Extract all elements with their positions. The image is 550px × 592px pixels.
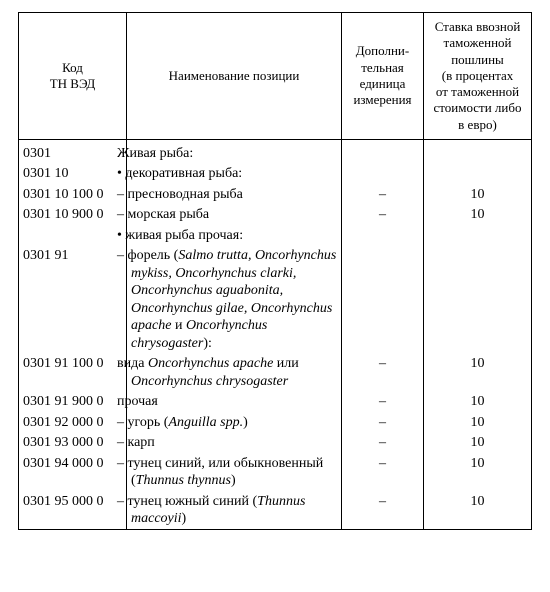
cell-code: 0301 10 900 0	[19, 204, 127, 225]
table-row: 0301 92 000 0– угорь (Anguilla spp.)–10	[19, 412, 532, 433]
cell-rate: 10	[424, 353, 532, 391]
cell-unit	[342, 245, 424, 353]
cell-unit: –	[342, 453, 424, 491]
table-row: 0301 93 000 0– карп–10	[19, 432, 532, 453]
cell-unit: –	[342, 412, 424, 433]
cell-name: • декоративная рыба:	[127, 163, 342, 184]
table-row: 0301 10 900 0– морская рыба–10	[19, 204, 532, 225]
table-row: 0301 91– форель (Salmo trutta, Oncorhync…	[19, 245, 532, 353]
cell-unit	[342, 139, 424, 163]
cell-code: 0301 91 100 0	[19, 353, 127, 391]
cell-rate: 10	[424, 184, 532, 205]
header-name: Наименование позиции	[127, 13, 342, 140]
table-row: 0301 10 100 0– пресноводная рыба–10	[19, 184, 532, 205]
table-row: 0301 91 900 0прочая–10	[19, 391, 532, 412]
table-row: 0301 94 000 0– тунец синий, или обыкнове…	[19, 453, 532, 491]
cell-unit: –	[342, 432, 424, 453]
cell-rate	[424, 163, 532, 184]
cell-rate	[424, 245, 532, 353]
cell-name: вида Oncorhynchus apache или Oncorhynchu…	[127, 353, 342, 391]
tariff-table: КодТН ВЭД Наименование позиции Дополни-т…	[18, 12, 532, 530]
cell-code: 0301 91 900 0	[19, 391, 127, 412]
cell-code: 0301 10	[19, 163, 127, 184]
cell-rate: 10	[424, 432, 532, 453]
cell-name: • живая рыба прочая:	[127, 225, 342, 246]
cell-code: 0301 91	[19, 245, 127, 353]
cell-name: – тунец южный синий (Thunnus maccoyii)	[127, 491, 342, 530]
cell-name: – морская рыба	[127, 204, 342, 225]
header-code: КодТН ВЭД	[19, 13, 127, 140]
table-row: • живая рыба прочая:	[19, 225, 532, 246]
cell-name: – угорь (Anguilla spp.)	[127, 412, 342, 433]
cell-unit	[342, 163, 424, 184]
header-rate: Ставка ввознойтаможеннойпошлины(в процен…	[424, 13, 532, 140]
cell-code: 0301 93 000 0	[19, 432, 127, 453]
cell-rate: 10	[424, 412, 532, 433]
cell-rate: 10	[424, 491, 532, 530]
table-row: 0301 10• декоративная рыба:	[19, 163, 532, 184]
cell-rate	[424, 139, 532, 163]
cell-code	[19, 225, 127, 246]
cell-unit: –	[342, 204, 424, 225]
cell-rate: 10	[424, 391, 532, 412]
cell-code: 0301 10 100 0	[19, 184, 127, 205]
table-row: 0301Живая рыба:	[19, 139, 532, 163]
cell-unit: –	[342, 184, 424, 205]
cell-code: 0301 95 000 0	[19, 491, 127, 530]
cell-unit: –	[342, 353, 424, 391]
cell-rate	[424, 225, 532, 246]
cell-rate: 10	[424, 204, 532, 225]
cell-name: – форель (Salmo trutta, Oncorhynchus myk…	[127, 245, 342, 353]
cell-unit: –	[342, 391, 424, 412]
cell-unit	[342, 225, 424, 246]
table-row: 0301 91 100 0вида Oncorhynchus apache ил…	[19, 353, 532, 391]
cell-rate: 10	[424, 453, 532, 491]
cell-name: – карп	[127, 432, 342, 453]
cell-name: Живая рыба:	[127, 139, 342, 163]
cell-code: 0301 94 000 0	[19, 453, 127, 491]
header-row: КодТН ВЭД Наименование позиции Дополни-т…	[19, 13, 532, 140]
table-row: 0301 95 000 0– тунец южный синий (Thunnu…	[19, 491, 532, 530]
cell-code: 0301 92 000 0	[19, 412, 127, 433]
cell-name: – тунец синий, или обыкновенный (Thunnus…	[127, 453, 342, 491]
cell-name: прочая	[127, 391, 342, 412]
header-unit: Дополни-тельнаяединицаизмерения	[342, 13, 424, 140]
cell-code: 0301	[19, 139, 127, 163]
cell-name: – пресноводная рыба	[127, 184, 342, 205]
cell-unit: –	[342, 491, 424, 530]
